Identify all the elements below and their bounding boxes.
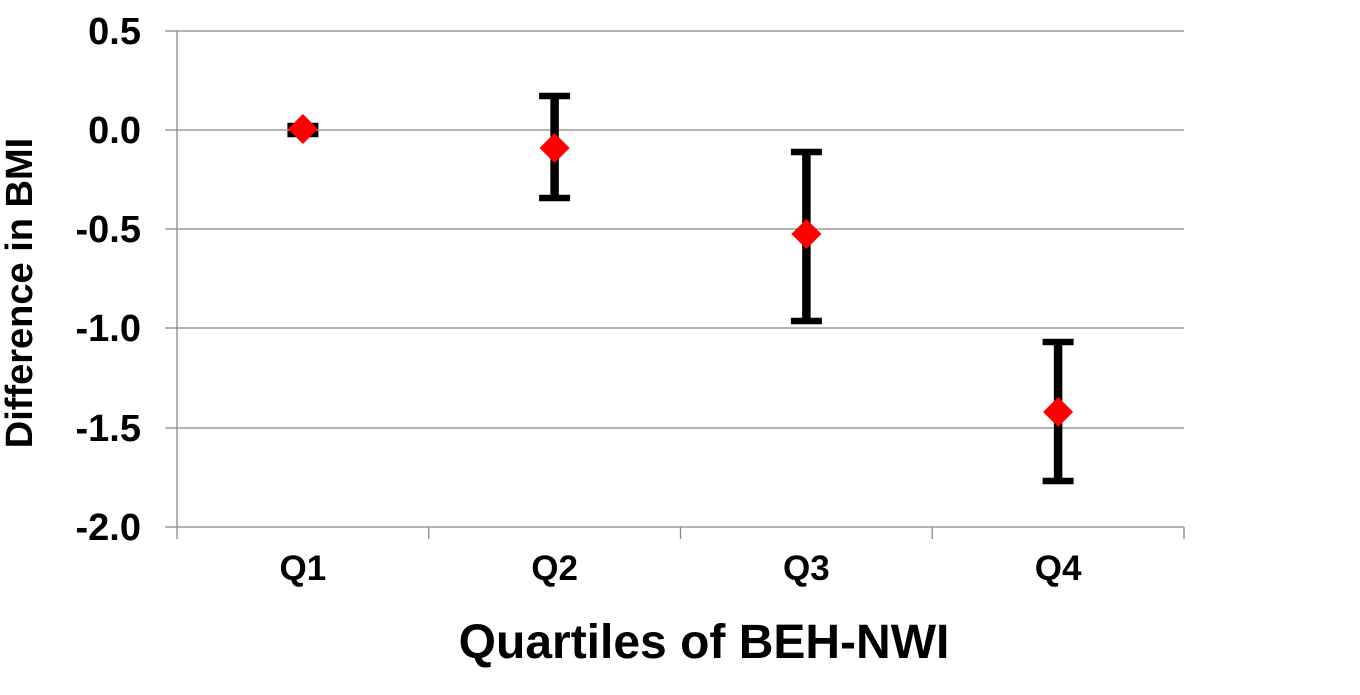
svg-text:-2.0: -2.0 [76,507,141,549]
svg-text:0.5: 0.5 [88,11,141,53]
svg-text:-1.0: -1.0 [76,308,141,350]
svg-text:Q2: Q2 [531,549,578,588]
svg-text:Q3: Q3 [783,549,830,588]
svg-text:Q1: Q1 [280,549,327,588]
svg-text:-1.5: -1.5 [76,408,141,450]
svg-text:-0.5: -0.5 [76,209,141,251]
svg-text:Quartiles of BEH-NWI: Quartiles of BEH-NWI [459,616,950,669]
svg-text:Difference in BMI: Difference in BMI [0,138,41,448]
svg-text:Q4: Q4 [1035,549,1082,588]
svg-text:0.0: 0.0 [88,110,141,152]
